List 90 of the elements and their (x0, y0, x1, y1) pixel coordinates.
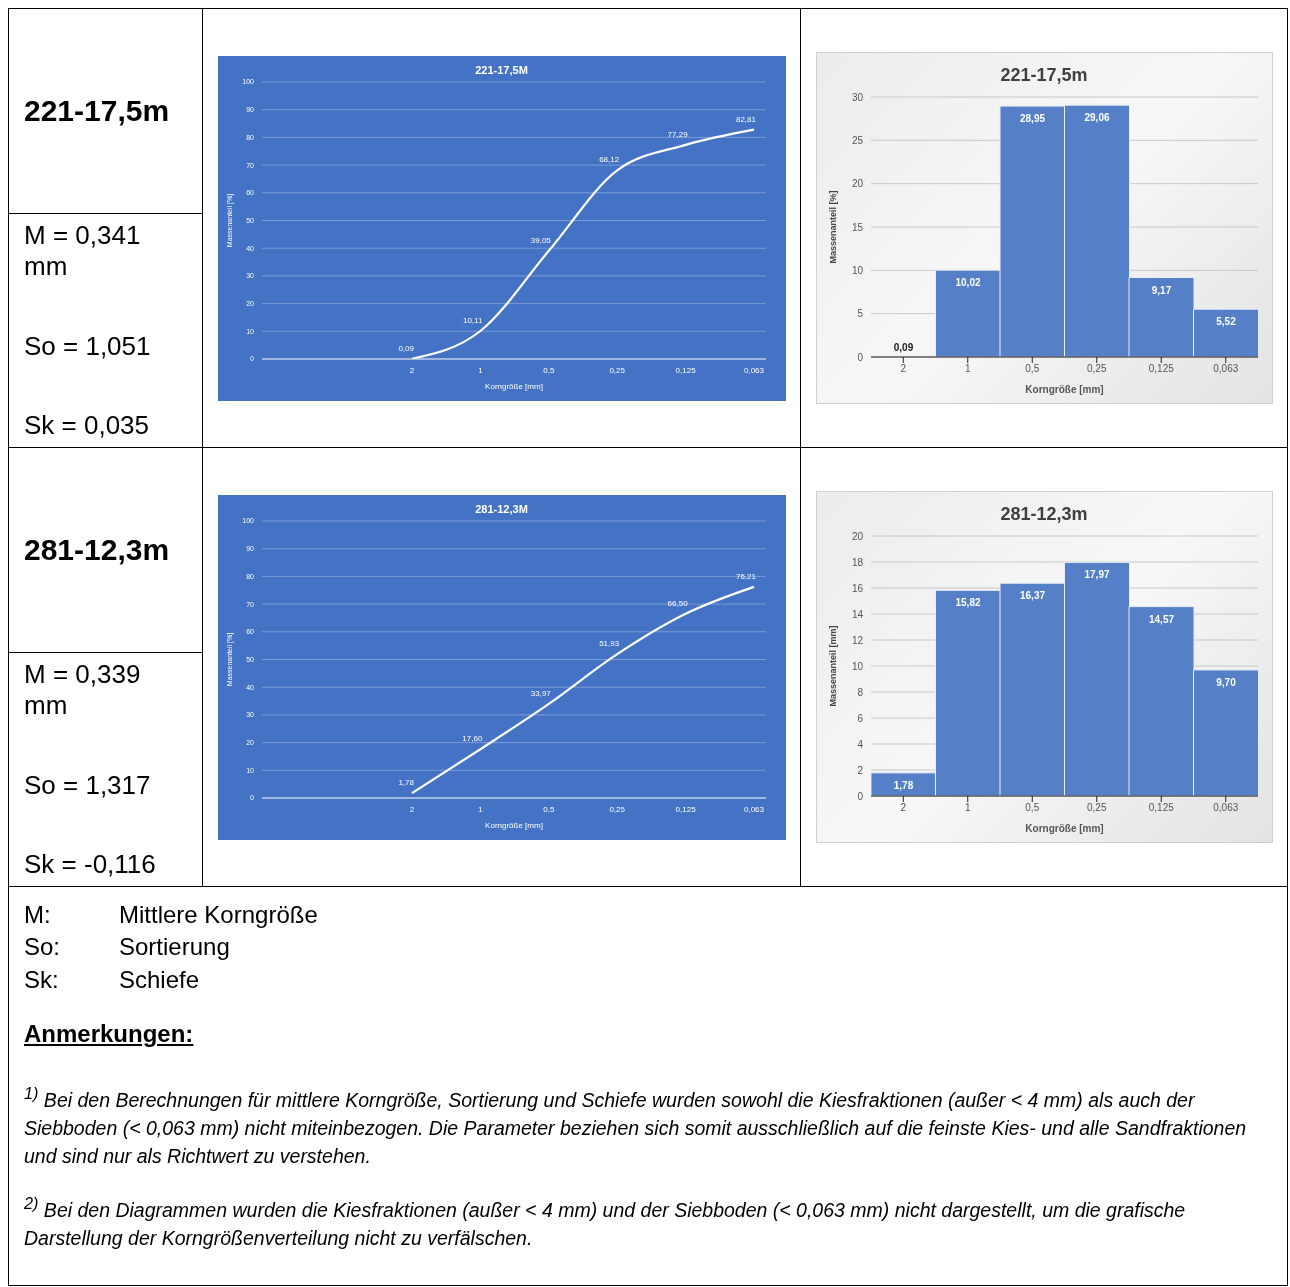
y-tick-label: 10 (851, 660, 863, 672)
data-label: 1,78 (893, 779, 914, 791)
x-axis-title: Korngröße [mm] (1024, 384, 1104, 395)
data-label: 82,81 (735, 114, 757, 124)
x-tick-label: 0,25 (608, 804, 626, 814)
text: Anmerkungen: (24, 1020, 195, 1049)
data-label: 10,11 (462, 315, 483, 325)
data-label: 33,97 (530, 688, 551, 698)
y-tick-label: 15 (851, 221, 863, 233)
x-tick-label: 0,125 (1148, 802, 1174, 814)
data-label: 28,95 (1019, 113, 1045, 125)
x-tick-label: 2 (409, 365, 415, 375)
text: 221-17,5m (9, 9, 202, 214)
x-axis-title: Korngröße [mm] (484, 820, 543, 830)
text: So = 1,051 (24, 330, 152, 362)
text: M = 0,339 mm (24, 659, 142, 721)
data-label: 5,52 (1215, 316, 1236, 328)
x-tick-label: 0,25 (1086, 363, 1107, 375)
y-tick-label: 2 (856, 764, 863, 776)
chart-title: 281-12,3M (474, 502, 529, 515)
y-tick-label: 10 (851, 264, 863, 276)
y-tick-label: 20 (851, 530, 863, 542)
data-label: 51,93 (598, 638, 620, 648)
x-tick-label: 1 (477, 804, 483, 814)
data-label: 0,09 (893, 342, 914, 354)
data-label: 76,21 (735, 571, 757, 581)
x-tick-label: 0,5 (542, 804, 555, 814)
y-tick-label: 8 (856, 686, 863, 698)
data-label: 10,02 (954, 277, 981, 289)
data-label: 15,82 (954, 597, 981, 609)
data-label: 0,09 (397, 343, 415, 353)
data-label: 1,78 (397, 777, 415, 787)
text: So = 1,317 (24, 769, 152, 801)
y-axis-title: Massenanteil [mm] (827, 625, 838, 707)
data-label: 17,97 (1083, 569, 1110, 581)
text: M: Mittlere Korngröße (24, 901, 318, 928)
data-label: 77,29 (667, 129, 688, 139)
y-tick-label: 18 (851, 556, 863, 568)
text: 281-12,3m (9, 448, 202, 653)
x-tick-label: 1 (477, 365, 483, 375)
data-label: 39,05 (530, 235, 551, 245)
y-tick-label: 4 (856, 738, 863, 750)
y-tick-label: 0 (856, 351, 863, 363)
text: Sk = 0,035 (24, 410, 151, 441)
x-tick-label: 2 (409, 804, 415, 814)
data-label: 17,60 (461, 733, 483, 743)
chart-title: 221-17,5m (999, 65, 1089, 86)
x-tick-label: 0,063 (1212, 363, 1239, 375)
data-label: 68,12 (598, 154, 620, 164)
x-tick-label: 2 (899, 802, 906, 814)
y-tick-label: 5 (856, 308, 863, 320)
x-tick-label: 0,25 (608, 365, 626, 375)
chart-title: 281-12,3m (999, 504, 1089, 525)
text: Sk = -0,116 (24, 849, 157, 880)
text: So: Sortierung (24, 933, 230, 961)
data-label: 16,37 (1019, 590, 1045, 602)
y-tick-label: 30 (851, 91, 863, 103)
text: $^{1)}$ Bei den Berechnungen für mittlere Korngröße, Sortierung und Schiefe wurden sowohl die Kiesfraktionen (außer < 4 mm) als auch der Siebboden (< 0,063 mm) nicht miteinbezogen. Die Parameter beziehen sich somit ausschließlich auf die feinste Kies- und alle Sandfraktionen und sind nur als Richtwert zu verstehen. (24, 1083, 1248, 1170)
data-label: 9,17 (1151, 284, 1172, 296)
x-tick-label: 0,5 (1024, 802, 1040, 814)
x-axis-title: Korngröße [mm] (1024, 823, 1104, 834)
data-label: 29,06 (1083, 112, 1110, 124)
x-tick-label: 0,5 (1024, 363, 1040, 375)
x-tick-label: 0,063 (1212, 802, 1239, 814)
text: $^{2)}$ Bei den Diagrammen wurden die Kiesfraktionen (außer < 4 mm) und der Siebboden (< 0,063 mm) nicht dargestellt, um die grafische Darstellung der Korngrößenverteilung nicht zu verfälschen. (24, 1193, 1187, 1252)
y-tick-label: 6 (856, 712, 863, 724)
chart-title: 221-17,5M (474, 63, 529, 76)
text: Sk: Schiefe (24, 965, 200, 993)
data-label: 66,50 (667, 598, 688, 608)
x-tick-label: 0,25 (1086, 802, 1107, 814)
data-label: 14,57 (1148, 613, 1174, 625)
x-axis-title: Korngröße [mm] (484, 381, 543, 391)
x-tick-label: 0,5 (542, 365, 555, 375)
y-tick-label: 0 (856, 790, 863, 802)
x-tick-label: 1 (964, 802, 971, 814)
y-tick-label: 16 (851, 582, 863, 594)
x-tick-label: 0,125 (675, 804, 696, 814)
x-tick-label: 0,063 (743, 365, 765, 375)
x-tick-label: 2 (899, 363, 906, 375)
text: M = 0,341 mm (24, 220, 142, 282)
x-tick-label: 0,063 (743, 804, 765, 814)
y-tick-label: 12 (851, 634, 863, 646)
y-tick-label: 20 (851, 178, 863, 190)
y-tick-label: 14 (851, 608, 863, 620)
y-axis-title: Massenanteil [%] (827, 190, 838, 264)
y-tick-label: 25 (851, 134, 863, 146)
x-tick-label: 0,125 (1148, 363, 1174, 375)
data-label: 9,70 (1215, 676, 1236, 688)
x-tick-label: 0,125 (675, 365, 696, 375)
x-tick-label: 1 (964, 363, 971, 375)
